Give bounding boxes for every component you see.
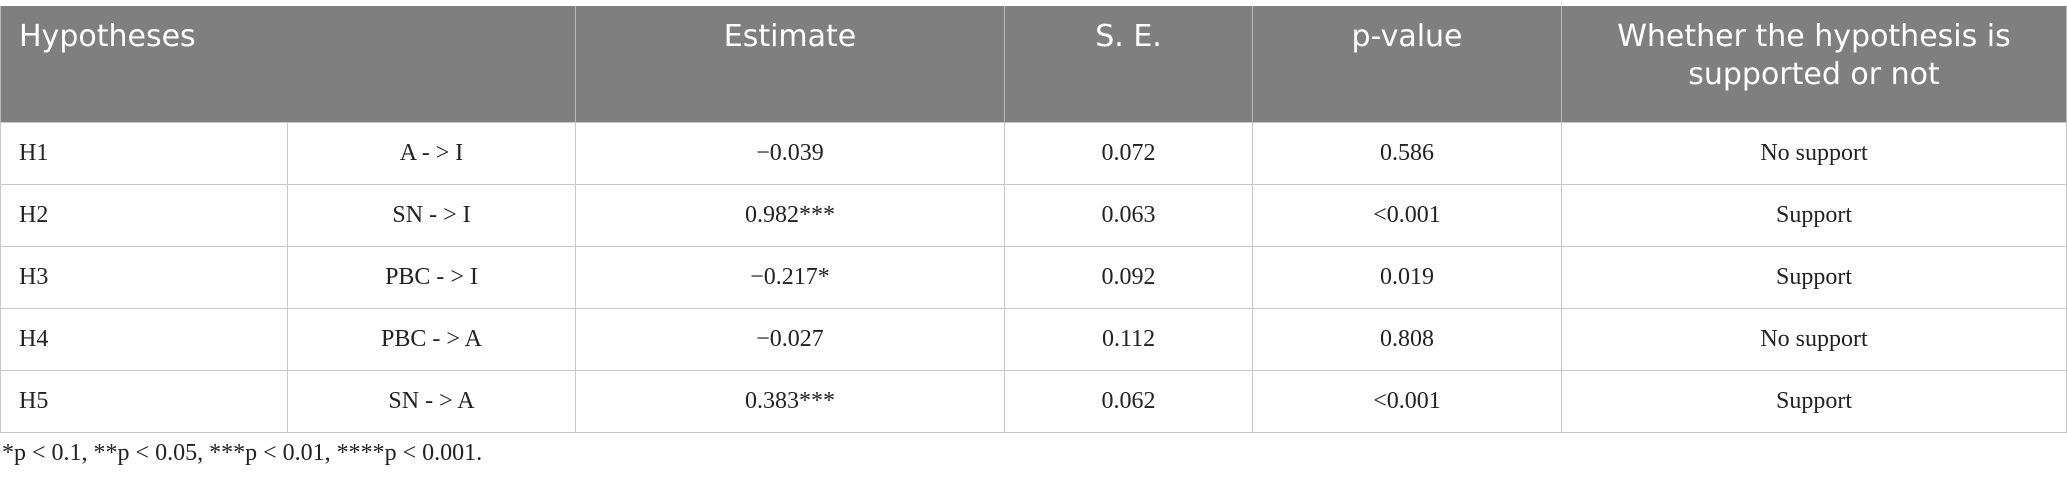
table-cell: 0.072 [1004, 122, 1254, 185]
header-cell: p-value [1252, 6, 1563, 123]
table-cell: Support [1561, 370, 2067, 433]
table-cell: PBC - > A [286, 308, 577, 371]
table-cell: No support [1561, 122, 2067, 185]
table-cell: PBC - > I [286, 246, 577, 309]
table-cell: H5 [0, 370, 288, 433]
footnote: *p < 0.1, **p < 0.05, ***p < 0.01, ****p… [2, 440, 483, 466]
table-cell: H2 [0, 184, 288, 247]
table-cell: 0.383*** [575, 370, 1006, 433]
table-cell: <0.001 [1252, 370, 1563, 433]
table-cell: 0.019 [1252, 246, 1563, 309]
table-row: H3 PBC - > I −0.217* 0.092 0.019 Support [0, 246, 2067, 309]
table-cell: 0.982*** [575, 184, 1006, 247]
table-row: H5 SN - > A 0.383*** 0.062 <0.001 Support [0, 370, 2067, 433]
header-cell: S. E. [1004, 6, 1254, 123]
table-cell: SN - > A [286, 370, 577, 433]
table-row: H1 A - > I −0.039 0.072 0.586 No support [0, 122, 2067, 185]
table-cell: −0.039 [575, 122, 1006, 185]
table-cell: 0.092 [1004, 246, 1254, 309]
results-table: Hypotheses Estimate S. E. p-value Whethe… [0, 6, 2067, 433]
header-row: Hypotheses Estimate S. E. p-value Whethe… [0, 6, 2067, 123]
table-row: H4 PBC - > A −0.027 0.112 0.808 No support [0, 308, 2067, 371]
table-cell: Support [1561, 246, 2067, 309]
header-cell: Whether the hypothesis is supported or n… [1561, 6, 2067, 123]
table-cell: −0.027 [575, 308, 1006, 371]
table-cell: H4 [0, 308, 288, 371]
table-cell: 0.063 [1004, 184, 1254, 247]
table-cell: 0.062 [1004, 370, 1254, 433]
table-cell: 0.586 [1252, 122, 1563, 185]
table-row: H2 SN - > I 0.982*** 0.063 <0.001 Support [0, 184, 2067, 247]
table-cell: Support [1561, 184, 2067, 247]
table-cell: 0.808 [1252, 308, 1563, 371]
header-cell: Hypotheses [0, 6, 577, 123]
header-cell: Estimate [575, 6, 1006, 123]
table-cell: A - > I [286, 122, 577, 185]
table-cell: <0.001 [1252, 184, 1563, 247]
table-cell: 0.112 [1004, 308, 1254, 371]
table-cell: H3 [0, 246, 288, 309]
table-cell: No support [1561, 308, 2067, 371]
table-cell: SN - > I [286, 184, 577, 247]
table-cell: −0.217* [575, 246, 1006, 309]
table-body: H1 A - > I −0.039 0.072 0.586 No support H2 SN … [0, 122, 2067, 433]
table-cell: H1 [0, 122, 288, 185]
